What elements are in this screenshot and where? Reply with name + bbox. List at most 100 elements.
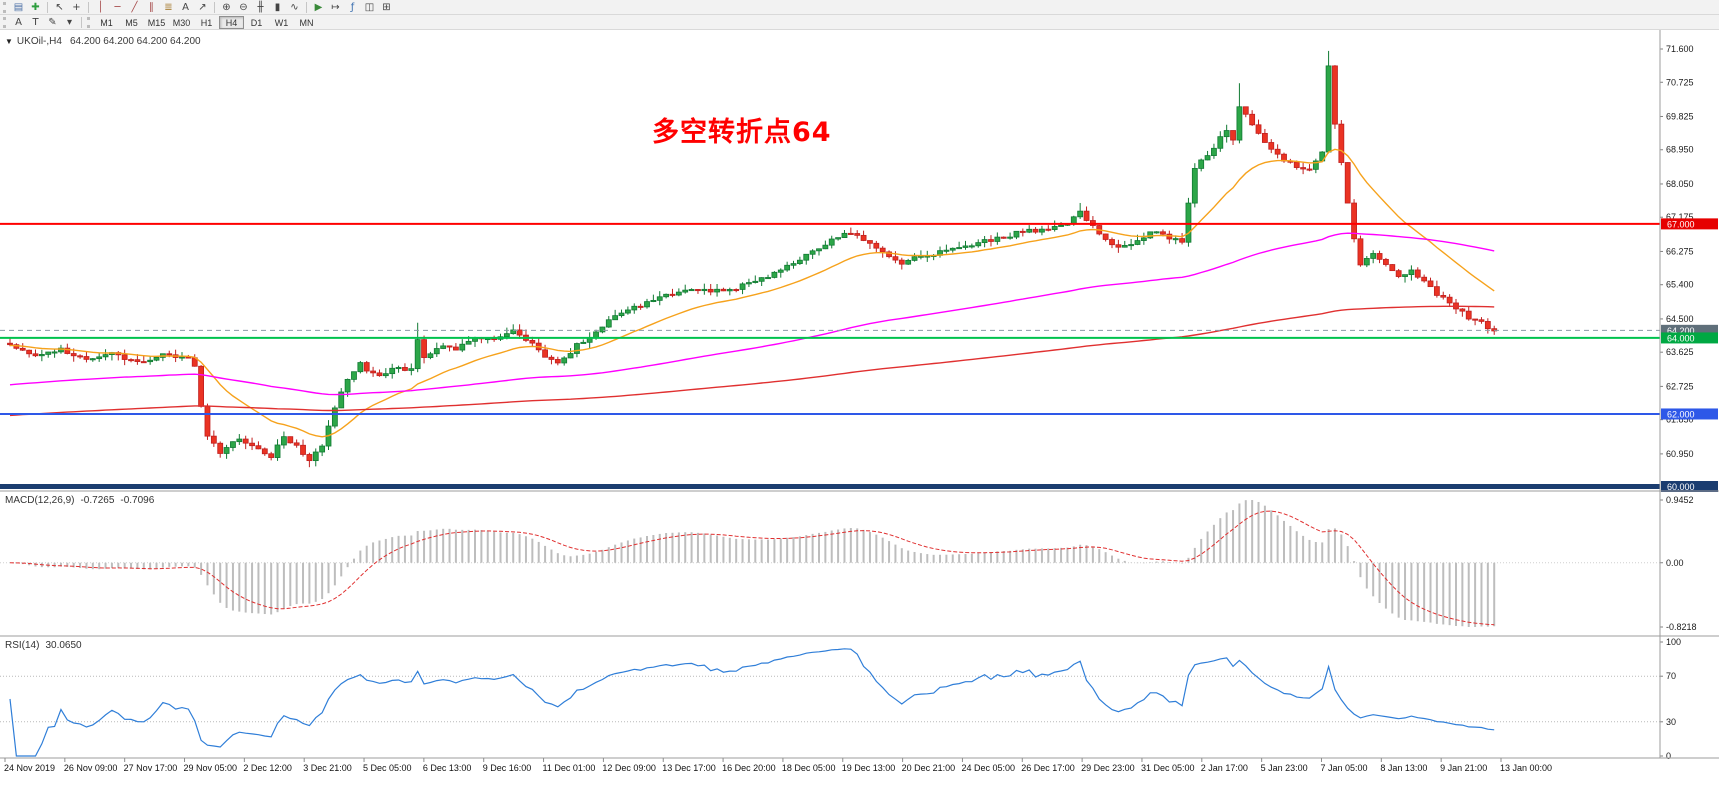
svg-text:27 Nov 17:00: 27 Nov 17:00 [124, 763, 178, 773]
horizontal-line-icon[interactable]: ─ [114, 1, 121, 13]
font-tool-icon[interactable]: A [15, 16, 22, 28]
svg-text:9 Jan 21:00: 9 Jan 21:00 [1440, 763, 1487, 773]
svg-text:62.725: 62.725 [1666, 381, 1694, 391]
svg-text:12 Dec 09:00: 12 Dec 09:00 [602, 763, 656, 773]
timeframe-m30[interactable]: M30 [172, 17, 191, 28]
svg-text:60.950: 60.950 [1666, 449, 1694, 459]
tile-windows-icon[interactable]: ◫ [364, 1, 375, 13]
toolbar-separator [306, 1, 307, 13]
svg-text:61.850: 61.850 [1666, 415, 1694, 425]
svg-text:0.00: 0.00 [1666, 558, 1684, 568]
svg-text:67.000: 67.000 [1667, 219, 1695, 229]
toolbar-separator [81, 16, 82, 28]
svg-text:24 Nov 2019: 24 Nov 2019 [4, 763, 55, 773]
indicators-list-icon[interactable]: ƒ [350, 1, 355, 13]
macd-panel[interactable] [0, 500, 1660, 627]
chart-shift-icon[interactable]: ↦ [331, 1, 340, 13]
chart-area[interactable]: 71.600 70.725 69.825 68.950 68.050 67.175 66.2… [0, 30, 1719, 781]
bar-chart-mode-icon[interactable]: ╫ [257, 1, 264, 13]
svg-text:67.175: 67.175 [1666, 212, 1694, 222]
svg-text:13 Dec 17:00: 13 Dec 17:00 [662, 763, 716, 773]
equidistant-channel-icon[interactable]: ∥ [149, 1, 154, 13]
one-click-trading-arrow[interactable]: ▼ [5, 37, 13, 46]
svg-text:70: 70 [1666, 671, 1676, 681]
price-badge-64.200 [1661, 324, 1718, 336]
timeframe-mn[interactable]: MN [299, 17, 314, 28]
svg-text:26 Dec 17:00: 26 Dec 17:00 [1021, 763, 1075, 773]
timeframe-m1[interactable]: M1 [100, 17, 113, 28]
ma-slow-line [9, 305, 1495, 417]
svg-text:9 Dec 16:00: 9 Dec 16:00 [483, 763, 532, 773]
svg-text:68.050: 68.050 [1666, 179, 1694, 189]
svg-text:2 Jan 17:00: 2 Jan 17:00 [1201, 763, 1248, 773]
svg-text:6 Dec 13:00: 6 Dec 13:00 [423, 763, 472, 773]
timeframe-d1[interactable]: D1 [250, 17, 263, 28]
timeframe-w1[interactable]: W1 [274, 17, 289, 28]
svg-text:-0.8218: -0.8218 [1666, 622, 1697, 632]
line-chart-mode-icon[interactable]: ∿ [290, 1, 299, 13]
rsi-panel[interactable] [0, 648, 1660, 757]
svg-text:16 Dec 20:00: 16 Dec 20:00 [722, 763, 776, 773]
svg-text:62.000: 62.000 [1667, 409, 1695, 419]
timeframe-h4[interactable]: H4 [219, 15, 244, 29]
svg-text:31 Dec 05:00: 31 Dec 05:00 [1141, 763, 1195, 773]
fibonacci-retracement-icon[interactable]: ≣ [164, 1, 173, 13]
svg-text:70.725: 70.725 [1666, 77, 1694, 87]
trendline-icon[interactable]: ╱ [131, 1, 138, 13]
svg-text:66.275: 66.275 [1666, 246, 1694, 256]
auto-scroll-icon[interactable]: ▶ [314, 1, 323, 13]
rsi-line [9, 648, 1495, 757]
text-label-icon[interactable]: A [182, 1, 189, 13]
main-toolbar: ▤ ✚ ↖ + │ ─ ╱ ∥ ≣ A ↗ ⊕ ⊖ ╫ ▮ ∿ ▶ ↦ ƒ ◫ ⊞ [0, 0, 1719, 15]
object-style-tool-icon[interactable]: ✎ [48, 16, 57, 28]
toolbar-separator [214, 1, 215, 13]
svg-text:2 Dec 12:00: 2 Dec 12:00 [243, 763, 292, 773]
timeframe-h1[interactable]: H1 [200, 17, 213, 28]
macd-signal-line [9, 510, 1495, 626]
timeframe-toolbar: A T ✎ ▾ M1 M5 M15 M30 H1 H4 D1 W1 MN [0, 15, 1719, 30]
toolbar-grip[interactable] [3, 1, 6, 13]
arrow-objects-icon[interactable]: ↗ [198, 1, 207, 13]
svg-text:63.625: 63.625 [1666, 347, 1694, 357]
main-chart-panel[interactable] [0, 50, 1660, 489]
svg-text:20 Dec 21:00: 20 Dec 21:00 [902, 763, 956, 773]
new-chart-icon[interactable]: ✚ [31, 1, 40, 13]
toolbar-grip[interactable] [87, 16, 90, 28]
vertical-line-icon[interactable]: │ [97, 1, 104, 13]
candlestick-series [7, 50, 1498, 468]
macd-histogram [15, 500, 1496, 627]
price-axis[interactable]: 71.600 70.725 69.825 68.950 68.050 67.175 66.2… [1659, 30, 1718, 761]
toolbar-grip[interactable] [3, 16, 6, 28]
svg-text:18 Dec 05:00: 18 Dec 05:00 [782, 763, 836, 773]
cursor-icon[interactable]: ↖ [55, 1, 64, 13]
chart-canvas[interactable]: 71.600 70.725 69.825 68.950 68.050 67.175 66.2… [0, 30, 1719, 781]
svg-text:11 Dec 01:00: 11 Dec 01:00 [543, 763, 596, 773]
text-tool-icon[interactable]: T [32, 16, 39, 28]
charts-tile-icon[interactable]: ▤ [13, 1, 24, 13]
timeframe-m15[interactable]: M15 [147, 17, 166, 28]
crosshair-icon[interactable]: + [72, 1, 81, 13]
svg-text:19 Dec 13:00: 19 Dec 13:00 [842, 763, 896, 773]
price-badge-64.000 [1661, 332, 1718, 344]
zoom-in-icon[interactable]: ⊕ [222, 1, 231, 13]
chart-annotation-text[interactable]: 多空转折点64 [652, 117, 832, 148]
candlestick-mode-icon[interactable]: ▮ [274, 1, 281, 13]
svg-text:24 Dec 05:00: 24 Dec 05:00 [961, 763, 1015, 773]
svg-text:0.9452: 0.9452 [1666, 495, 1694, 505]
style-dropdown-icon[interactable]: ▾ [66, 16, 73, 28]
svg-text:64.000: 64.000 [1667, 333, 1695, 343]
svg-text:5 Jan 23:00: 5 Jan 23:00 [1261, 763, 1308, 773]
svg-text:29 Dec 23:00: 29 Dec 23:00 [1081, 763, 1135, 773]
time-axis[interactable]: 24 Nov 2019 26 Nov 09:00 27 Nov 17:00 29 No… [0, 757, 1719, 773]
svg-text:3 Dec 21:00: 3 Dec 21:00 [303, 763, 352, 773]
zoom-out-icon[interactable]: ⊖ [239, 1, 248, 13]
price-badge-62.000 [1661, 408, 1718, 420]
svg-text:8 Jan 13:00: 8 Jan 13:00 [1380, 763, 1427, 773]
ma-medium-line [9, 232, 1495, 396]
toolbar-separator [88, 1, 89, 13]
svg-text:69.825: 69.825 [1666, 111, 1694, 121]
grid-toggle-icon[interactable]: ⊞ [382, 1, 391, 13]
svg-text:7 Jan 05:00: 7 Jan 05:00 [1320, 763, 1367, 773]
timeframe-m5[interactable]: M5 [125, 17, 138, 28]
